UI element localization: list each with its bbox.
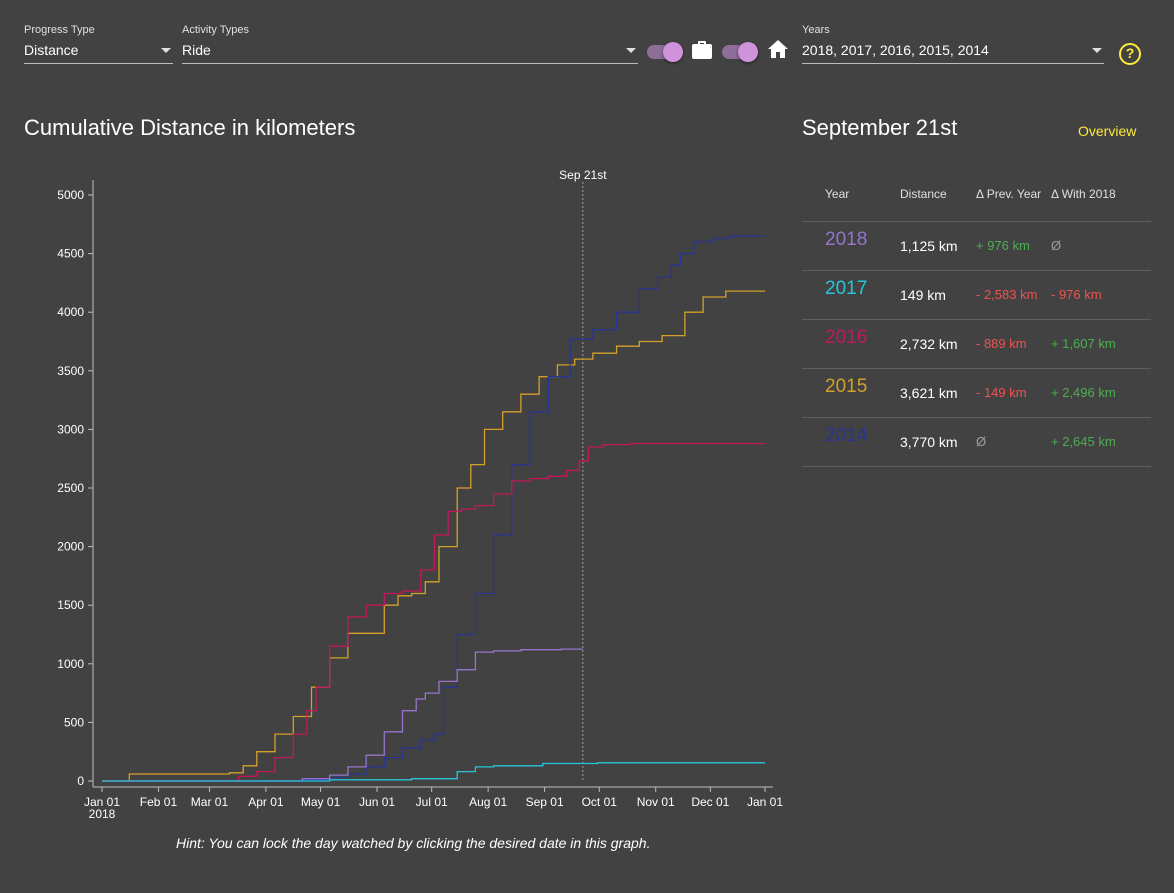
- table-row: 2014 3,770 km Ø + 2,645 km: [802, 418, 1151, 467]
- y-tick-label: 0: [77, 774, 84, 788]
- row-with-delta: - 976 km: [1051, 287, 1102, 302]
- series-line-2018: [102, 648, 583, 782]
- series-line-2016: [102, 442, 765, 782]
- y-tick-label: 4500: [57, 247, 84, 261]
- y-tick-label: 3000: [57, 422, 84, 436]
- x-tick-label: May 01: [301, 795, 341, 809]
- activity-types-label: Activity Types: [182, 24, 250, 36]
- y-tick-label: 1000: [57, 657, 84, 671]
- chevron-down-icon: [1092, 48, 1102, 53]
- row-prev-delta: + 976 km: [976, 238, 1030, 253]
- row-year: 2018: [825, 229, 868, 250]
- row-with-delta: Ø: [1051, 238, 1062, 253]
- y-tick-label: 2000: [57, 540, 84, 554]
- x-tick-label: Mar 01: [191, 795, 229, 809]
- row-with-delta: + 2,645 km: [1051, 434, 1116, 449]
- years-value: 2018, 2017, 2016, 2015, 2014: [802, 42, 989, 58]
- row-distance: 149 km: [900, 287, 946, 303]
- day-summary-table: Year Distance Δ Prev. Year Δ With 2018 2…: [802, 172, 1151, 467]
- series-line-2015: [102, 290, 765, 782]
- row-prev-delta: - 889 km: [976, 336, 1027, 351]
- help-icon[interactable]: ?: [1119, 43, 1141, 65]
- progress-type-label: Progress Type: [24, 24, 95, 36]
- x-tick-label: Dec 01: [691, 795, 729, 809]
- header-with-2018: Δ With 2018: [1051, 187, 1116, 201]
- table-row: 2017 149 km - 2,583 km - 976 km: [802, 271, 1151, 320]
- table-header: Year Distance Δ Prev. Year Δ With 2018: [802, 172, 1151, 222]
- table-row: 2018 1,125 km + 976 km Ø: [802, 222, 1151, 271]
- selected-day-title: September 21st: [802, 115, 958, 140]
- row-year: 2014: [825, 425, 868, 446]
- row-distance: 2,732 km: [900, 336, 958, 352]
- activity-types-value: Ride: [182, 42, 211, 58]
- row-prev-delta: Ø: [976, 434, 987, 449]
- table-row: 2016 2,732 km - 889 km + 1,607 km: [802, 320, 1151, 369]
- row-distance: 3,770 km: [900, 434, 958, 450]
- x-tick-label: Aug 01: [469, 795, 507, 809]
- x-tick-label: Jan 01: [84, 795, 120, 809]
- chevron-down-icon: [161, 48, 171, 53]
- cumulative-distance-chart[interactable]: 0 500 1000 1500 2000 2500 3000 3500 4000 4500 5000…: [0, 160, 800, 830]
- y-tick-label: 2500: [57, 481, 84, 495]
- y-tick-label: 3500: [57, 364, 84, 378]
- day-marker-label: Sep 21st: [559, 168, 607, 182]
- row-distance: 3,621 km: [900, 385, 958, 401]
- row-year: 2017: [825, 278, 868, 299]
- y-tick-label: 5000: [57, 188, 84, 202]
- x-tick-label: Feb 01: [140, 795, 178, 809]
- row-year: 2015: [825, 376, 868, 397]
- table-row: 2015 3,621 km - 149 km + 2,496 km: [802, 369, 1151, 418]
- row-with-delta: + 1,607 km: [1051, 336, 1116, 351]
- header-distance: Distance: [900, 187, 947, 201]
- row-with-delta: + 2,496 km: [1051, 385, 1116, 400]
- header-year: Year: [825, 187, 850, 201]
- x-tick-label: Nov 01: [637, 795, 675, 809]
- home-icon: [768, 40, 788, 58]
- commute-toggle[interactable]: [647, 41, 683, 62]
- overview-link[interactable]: Overview: [1078, 123, 1137, 139]
- x-tick-label: Jan 01: [747, 795, 783, 809]
- row-prev-delta: - 149 km: [976, 385, 1027, 400]
- x-tick-label: Apr 01: [248, 795, 284, 809]
- x-tick-label: Jun 01: [359, 795, 395, 809]
- x-tick-label: Jul 01: [416, 795, 448, 809]
- home-toggle[interactable]: [722, 41, 758, 62]
- row-year: 2016: [825, 327, 868, 348]
- years-label: Years: [802, 24, 830, 36]
- row-distance: 1,125 km: [900, 238, 958, 254]
- y-tick-label: 1500: [57, 598, 84, 612]
- x-tick-label: Sep 01: [526, 795, 564, 809]
- briefcase-icon: [692, 41, 712, 59]
- progress-type-value: Distance: [24, 42, 79, 58]
- chart-hint: Hint: You can lock the day watched by cl…: [176, 835, 651, 851]
- header-prev-year: Δ Prev. Year: [976, 187, 1042, 201]
- x-year-label: 2018: [89, 807, 116, 821]
- y-tick-label: 4000: [57, 305, 84, 319]
- row-prev-delta: - 2,583 km: [976, 287, 1038, 302]
- series-line-2017: [102, 762, 765, 782]
- chevron-down-icon: [626, 48, 636, 53]
- chart-title: Cumulative Distance in kilometers: [24, 115, 356, 140]
- series-line-2014: [102, 235, 765, 782]
- y-tick-label: 500: [64, 715, 84, 729]
- x-tick-label: Oct 01: [582, 795, 618, 809]
